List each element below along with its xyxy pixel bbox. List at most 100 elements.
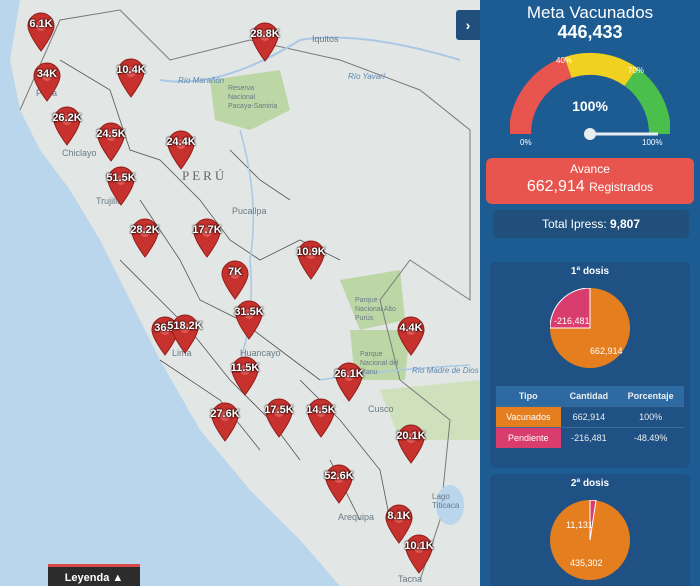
map-label-tacna: Tacna <box>398 574 423 584</box>
map-marker-label: 8.1K <box>387 510 411 522</box>
ipress-total: Total Ipress: 9,807 <box>493 210 689 238</box>
avance-unit: Registrados <box>589 180 654 194</box>
dose2-pie-label-large: 435,302 <box>570 558 603 568</box>
dose1-pie-slice-pendiente <box>550 288 591 329</box>
dose2-pie-label-small: 11,131 <box>566 520 593 530</box>
table-header-porcentaje: Porcentaje <box>617 386 684 407</box>
map-marker[interactable]: 27.6K <box>210 402 240 442</box>
map-label-pacaya-samiria: Reserva Nacional Pacaya-Samiria <box>228 85 278 110</box>
map-label-river-maranon: Río Marañón <box>178 76 225 85</box>
ipress-label: Total Ipress: <box>541 217 607 231</box>
map-marker-label: 34K <box>36 68 58 80</box>
table-cell-tipo: Pendiente <box>496 427 561 448</box>
map-marker[interactable]: 24.5K <box>96 122 126 162</box>
map-marker-label: 52.6K <box>324 470 354 482</box>
stats-panel: Meta Vacunados 446,433 0% 40% 70% 100% 1… <box>480 0 700 586</box>
dose1-pie[interactable] <box>550 288 630 368</box>
gauge-segment-low <box>510 57 572 135</box>
map-label-alto-purus: Parque Nacional Alto Purús <box>355 297 396 322</box>
map-marker[interactable]: 7K <box>220 260 250 300</box>
map-marker[interactable]: 20.1K <box>396 424 426 464</box>
meta-title: Meta Vacunados <box>526 3 654 22</box>
dose1-table: Tipo Cantidad Porcentaje Vacunados 662,9… <box>496 386 684 448</box>
dose1-card: 1ª dosis -216,481 662,914 Tipo Cantidad … <box>490 262 690 468</box>
dose1-pie-label-pendiente: -216,481 <box>554 316 590 326</box>
map-label-cusco: Cusco <box>368 404 394 414</box>
map-marker[interactable]: 10.4K <box>116 58 146 98</box>
map-marker[interactable]: 17.7K <box>192 218 222 258</box>
table-row: Vacunados 662,914 100% <box>496 406 684 428</box>
map-marker-label: 10.9K <box>296 246 326 258</box>
map-marker[interactable]: 26.1K <box>334 362 364 402</box>
map-label-arequipa: Arequipa <box>338 512 375 522</box>
dose2-pie-slice-pendiente <box>589 500 597 541</box>
avance-card: Avance 662,914 Registrados <box>486 158 694 204</box>
map-marker-label: 6.1K <box>29 18 53 30</box>
map-marker-label: 36.1 <box>154 322 176 334</box>
table-cell-porcentaje: 100% <box>617 406 684 428</box>
map-marker[interactable]: 518.2K <box>167 314 203 354</box>
map-marker[interactable]: 4.4K <box>396 316 426 356</box>
map-marker[interactable]: 26.2K <box>52 106 82 146</box>
map-marker[interactable]: 8.1K <box>384 504 414 544</box>
meta-value: 446,433 <box>557 22 623 42</box>
table-header-cantidad: Cantidad <box>560 386 618 407</box>
dose2-title: 2ª dosis <box>570 478 610 489</box>
legend-toggle-button[interactable]: Leyenda ▲ <box>48 564 140 586</box>
map-marker[interactable]: 51.5K <box>106 166 136 206</box>
map-marker-label: 518.2K <box>167 320 203 332</box>
map-marker-label: 24.4K <box>166 136 196 148</box>
map-label-chiclayo: Chiclayo <box>62 148 97 158</box>
map-label-pucallpa: Pucallpa <box>232 206 267 216</box>
map-basemap <box>10 0 480 586</box>
dose2-pie[interactable] <box>550 500 630 580</box>
map-marker[interactable]: 31.5K <box>234 300 264 340</box>
map-marker[interactable]: 36.1 <box>150 316 180 356</box>
map-marker[interactable]: 24.4K <box>166 130 196 170</box>
chevron-right-icon: › <box>465 17 471 33</box>
map-marker[interactable]: 28.8K <box>250 22 280 62</box>
dose1-title: 1ª dosis <box>570 266 610 277</box>
map-marker-label: 17.7K <box>192 224 222 236</box>
map-label-lima: Lima <box>172 348 192 358</box>
map-marker[interactable]: 17.5K <box>264 398 294 438</box>
map-marker-label: 10.4K <box>116 64 146 76</box>
map-marker-label: 17.5K <box>264 404 294 416</box>
map-marker-label: 26.2K <box>52 112 82 124</box>
map-label-trujillo: Trujillo <box>96 196 123 206</box>
map-marker[interactable]: 14.5K <box>306 398 336 438</box>
map-marker[interactable]: 10.1K <box>404 534 434 574</box>
map-marker[interactable]: 28.2K <box>130 218 160 258</box>
map-marker-label: 24.5K <box>96 128 126 140</box>
map-marker[interactable]: 11.5K <box>230 356 260 396</box>
map-view[interactable]: Iquitos Piura Chiclayo Trujillo Pucallpa… <box>0 0 480 586</box>
gauge-tick-70: 70% <box>628 66 645 75</box>
map-label-country: PERÚ <box>182 168 228 183</box>
gauge-segment-high <box>624 68 670 135</box>
gauge-tick-100: 100% <box>642 138 663 147</box>
map-marker-label: 11.5K <box>230 362 260 374</box>
map-marker[interactable]: 6.1K <box>26 12 56 52</box>
table-row: Pendiente -216,481 -48.49% <box>496 427 684 448</box>
gauge-tick-0: 0% <box>520 138 532 147</box>
map-marker-label: 31.5K <box>234 306 264 318</box>
map-marker-label: 7K <box>227 266 243 278</box>
map-marker[interactable]: 10.9K <box>296 240 326 280</box>
map-marker-label: 27.6K <box>210 408 240 420</box>
table-header-tipo: Tipo <box>496 386 561 407</box>
map-marker-label: 20.1K <box>396 430 426 442</box>
table-cell-porcentaje: -48.49% <box>617 427 684 448</box>
map-label-manu: Parque Nacional del Manu <box>360 351 399 376</box>
table-cell-cantidad: 662,914 <box>560 406 618 428</box>
panel-collapse-button[interactable]: › <box>456 10 480 40</box>
avance-value: 662,914 <box>526 178 585 195</box>
avance-title: Avance <box>570 162 610 176</box>
map-marker-label: 14.5K <box>306 404 336 416</box>
map-marker[interactable]: 34K <box>32 62 62 102</box>
map-marker[interactable]: 52.6K <box>324 464 354 504</box>
gauge-tick-40: 40% <box>556 56 573 65</box>
gauge-needle <box>584 128 658 140</box>
map-marker-label: 28.2K <box>130 224 160 236</box>
map-label-iquitos: Iquitos <box>312 34 339 44</box>
map-label-river-madre-de-dios: Río Madre de Dios <box>412 366 479 375</box>
